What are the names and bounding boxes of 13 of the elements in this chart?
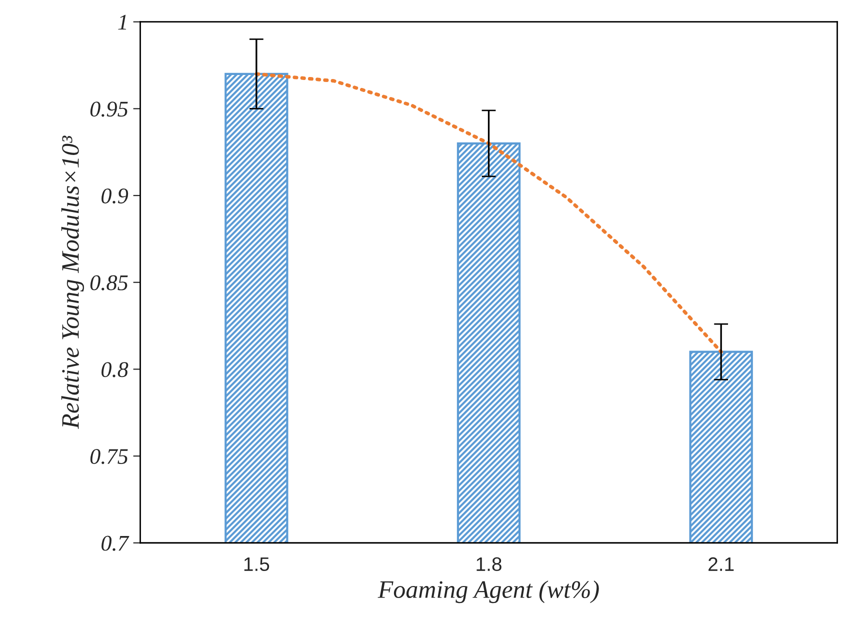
y-tick-label: 0.7 [102,536,130,551]
y-tick-label: 0.8 [102,362,128,378]
x-tick-label: 2.1 [708,557,734,571]
y-axis-title: Relative Young Modulus×10³ [61,136,84,429]
x-tick-label: 1.5 [244,557,270,572]
y-tick-label: 0.75 [90,448,128,464]
y-tick-label: 0.95 [90,102,128,117]
y-tick-label: 0.85 [90,275,128,290]
line-series [254,72,723,354]
x-axis-title: Foaming Agent (wt%) [378,580,599,604]
y-tick-label: 0.9 [102,188,128,204]
x-tick-label: 1.8 [476,557,502,572]
y-tick-label: 1 [118,14,126,30]
